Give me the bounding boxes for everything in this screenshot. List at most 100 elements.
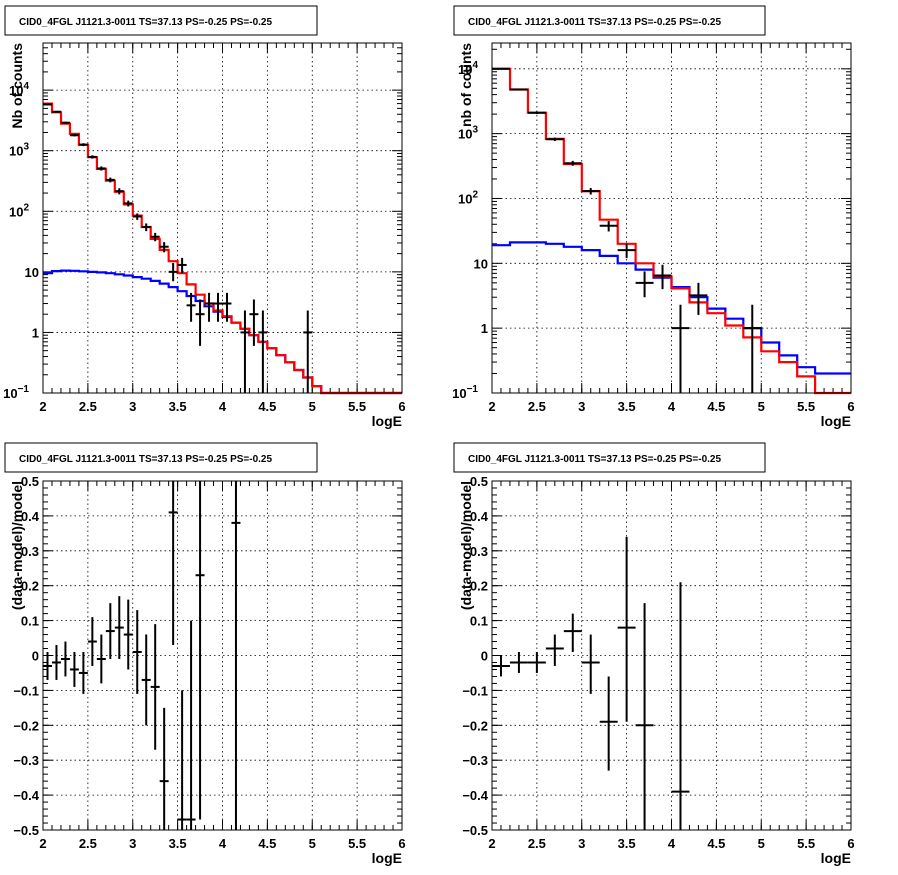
data-point bbox=[617, 536, 636, 722]
x-tick-label: 3 bbox=[578, 399, 585, 414]
y-tick-label: 0.4 bbox=[470, 509, 489, 524]
data-point bbox=[159, 242, 169, 253]
x-tick-label: 2.5 bbox=[528, 399, 546, 414]
title-box bbox=[4, 442, 318, 473]
data-point bbox=[213, 292, 223, 322]
x-axis-title: logE bbox=[372, 850, 402, 866]
y-tick-label: −0.3 bbox=[13, 753, 39, 768]
y-tick-label: 0.3 bbox=[470, 544, 488, 559]
data-point bbox=[78, 143, 88, 147]
data-point bbox=[87, 617, 97, 666]
data-point bbox=[492, 655, 510, 677]
x-tick-label: 3.5 bbox=[618, 836, 636, 851]
x-tick-label: 6 bbox=[398, 836, 405, 851]
data-point bbox=[141, 634, 151, 726]
x-tick-label: 5.5 bbox=[797, 399, 815, 414]
data-point bbox=[231, 481, 241, 830]
plot-area bbox=[492, 43, 851, 393]
data-point bbox=[249, 299, 259, 346]
x-tick-label: 6 bbox=[847, 836, 854, 851]
x-tick-label: 5.5 bbox=[797, 836, 815, 851]
data-point bbox=[114, 596, 124, 659]
x-tick-label: 4 bbox=[219, 836, 227, 851]
data-point bbox=[743, 304, 762, 393]
data-point bbox=[87, 155, 97, 159]
x-tick-label: 5 bbox=[758, 836, 765, 851]
data-point bbox=[96, 166, 106, 171]
data-point bbox=[195, 299, 205, 346]
data-point bbox=[43, 652, 52, 680]
data-point bbox=[105, 177, 115, 183]
x-tick-label: 4.5 bbox=[258, 399, 276, 414]
plot-area bbox=[43, 481, 402, 830]
data-point bbox=[150, 232, 160, 242]
plot-frame: 2 2.5 3 3.5 4 4.5 5 5.5 6 −0.5 −0.4 −0.3 −0.2 −0.1 0 0.… bbox=[13, 474, 405, 851]
x-axis-title: logE bbox=[821, 850, 851, 866]
y-tick-label: 0.2 bbox=[470, 579, 488, 594]
data-point bbox=[689, 282, 708, 315]
data-point bbox=[168, 481, 178, 646]
x-tick-label: 6 bbox=[847, 399, 854, 414]
plot-border bbox=[491, 480, 852, 831]
y-tick-label: 1 bbox=[481, 321, 488, 336]
pad-bottom-left: 2 2.5 3 3.5 4 4.5 5 5.5 6 −0.5 −0.4 −0.3 −0.2 −0.1 0 0.… bbox=[4, 442, 406, 866]
y-tick-label: 0.4 bbox=[21, 509, 40, 524]
y-tick-label: −0.1 bbox=[462, 683, 488, 698]
data-point bbox=[599, 676, 618, 771]
y-tick-label: −0.4 bbox=[13, 788, 39, 803]
y-axis-title: (data-model)/model bbox=[9, 481, 25, 610]
x-tick-label: 4 bbox=[668, 836, 676, 851]
plot-border bbox=[42, 42, 403, 394]
x-tick-label: 5 bbox=[309, 836, 316, 851]
y-tick-label: 0.1 bbox=[21, 614, 39, 629]
data-point bbox=[509, 88, 528, 91]
y-tick-label: 0.3 bbox=[21, 544, 39, 559]
data-point bbox=[177, 257, 187, 274]
plot-border bbox=[42, 480, 403, 831]
data-point bbox=[69, 134, 79, 137]
y-tick-exponent: 2 bbox=[23, 202, 29, 213]
chart-title: CID0_4FGL J1121.3-0011 TS=37.13 PS=-0.25… bbox=[19, 454, 272, 465]
data-point bbox=[671, 304, 690, 393]
data-point bbox=[635, 603, 654, 830]
plot-area bbox=[43, 43, 402, 393]
data-point bbox=[545, 634, 564, 666]
y-tick-label: −0.5 bbox=[13, 823, 39, 838]
data-point bbox=[563, 613, 582, 653]
y-tick-exponent: 3 bbox=[23, 142, 29, 153]
y-tick-label: 10 bbox=[25, 265, 39, 280]
x-tick-label: 3 bbox=[129, 836, 136, 851]
data-point bbox=[581, 188, 600, 195]
data-point bbox=[527, 111, 546, 115]
title-box bbox=[453, 5, 766, 36]
data-point bbox=[222, 292, 232, 322]
data-point bbox=[105, 603, 115, 659]
data-point bbox=[141, 223, 151, 232]
y-tick-label: 10−1 bbox=[3, 384, 29, 401]
y-tick-label: 0 bbox=[481, 649, 488, 664]
x-tick-label: 4 bbox=[219, 399, 227, 414]
y-tick-exponent: 2 bbox=[472, 189, 478, 200]
x-tick-label: 2.5 bbox=[79, 399, 97, 414]
plot-area bbox=[492, 481, 851, 830]
y-tick-label: 0.5 bbox=[470, 474, 488, 489]
x-tick-label: 3.5 bbox=[618, 399, 636, 414]
data-point bbox=[114, 188, 124, 195]
y-tick-label: 0.2 bbox=[21, 579, 39, 594]
x-tick-label: 2 bbox=[39, 399, 46, 414]
data-point bbox=[617, 243, 636, 259]
y-tick-exponent: 4 bbox=[472, 60, 478, 71]
x-tick-label: 4.5 bbox=[707, 399, 725, 414]
y-tick-label: 0.1 bbox=[470, 614, 488, 629]
x-tick-label: 4.5 bbox=[707, 836, 725, 851]
pad-bottom-right: 2 2.5 3 3.5 4 4.5 5 5.5 6 −0.5 −0.4 −0.3 −0.2 −0.1 0 0.… bbox=[453, 442, 855, 866]
data-point bbox=[240, 310, 250, 393]
x-tick-label: 2 bbox=[39, 836, 46, 851]
y-tick-label: −0.1 bbox=[13, 683, 39, 698]
x-tick-label: 4.5 bbox=[258, 836, 276, 851]
data-point bbox=[303, 310, 313, 393]
data-point bbox=[258, 310, 268, 393]
data-point bbox=[653, 264, 672, 290]
